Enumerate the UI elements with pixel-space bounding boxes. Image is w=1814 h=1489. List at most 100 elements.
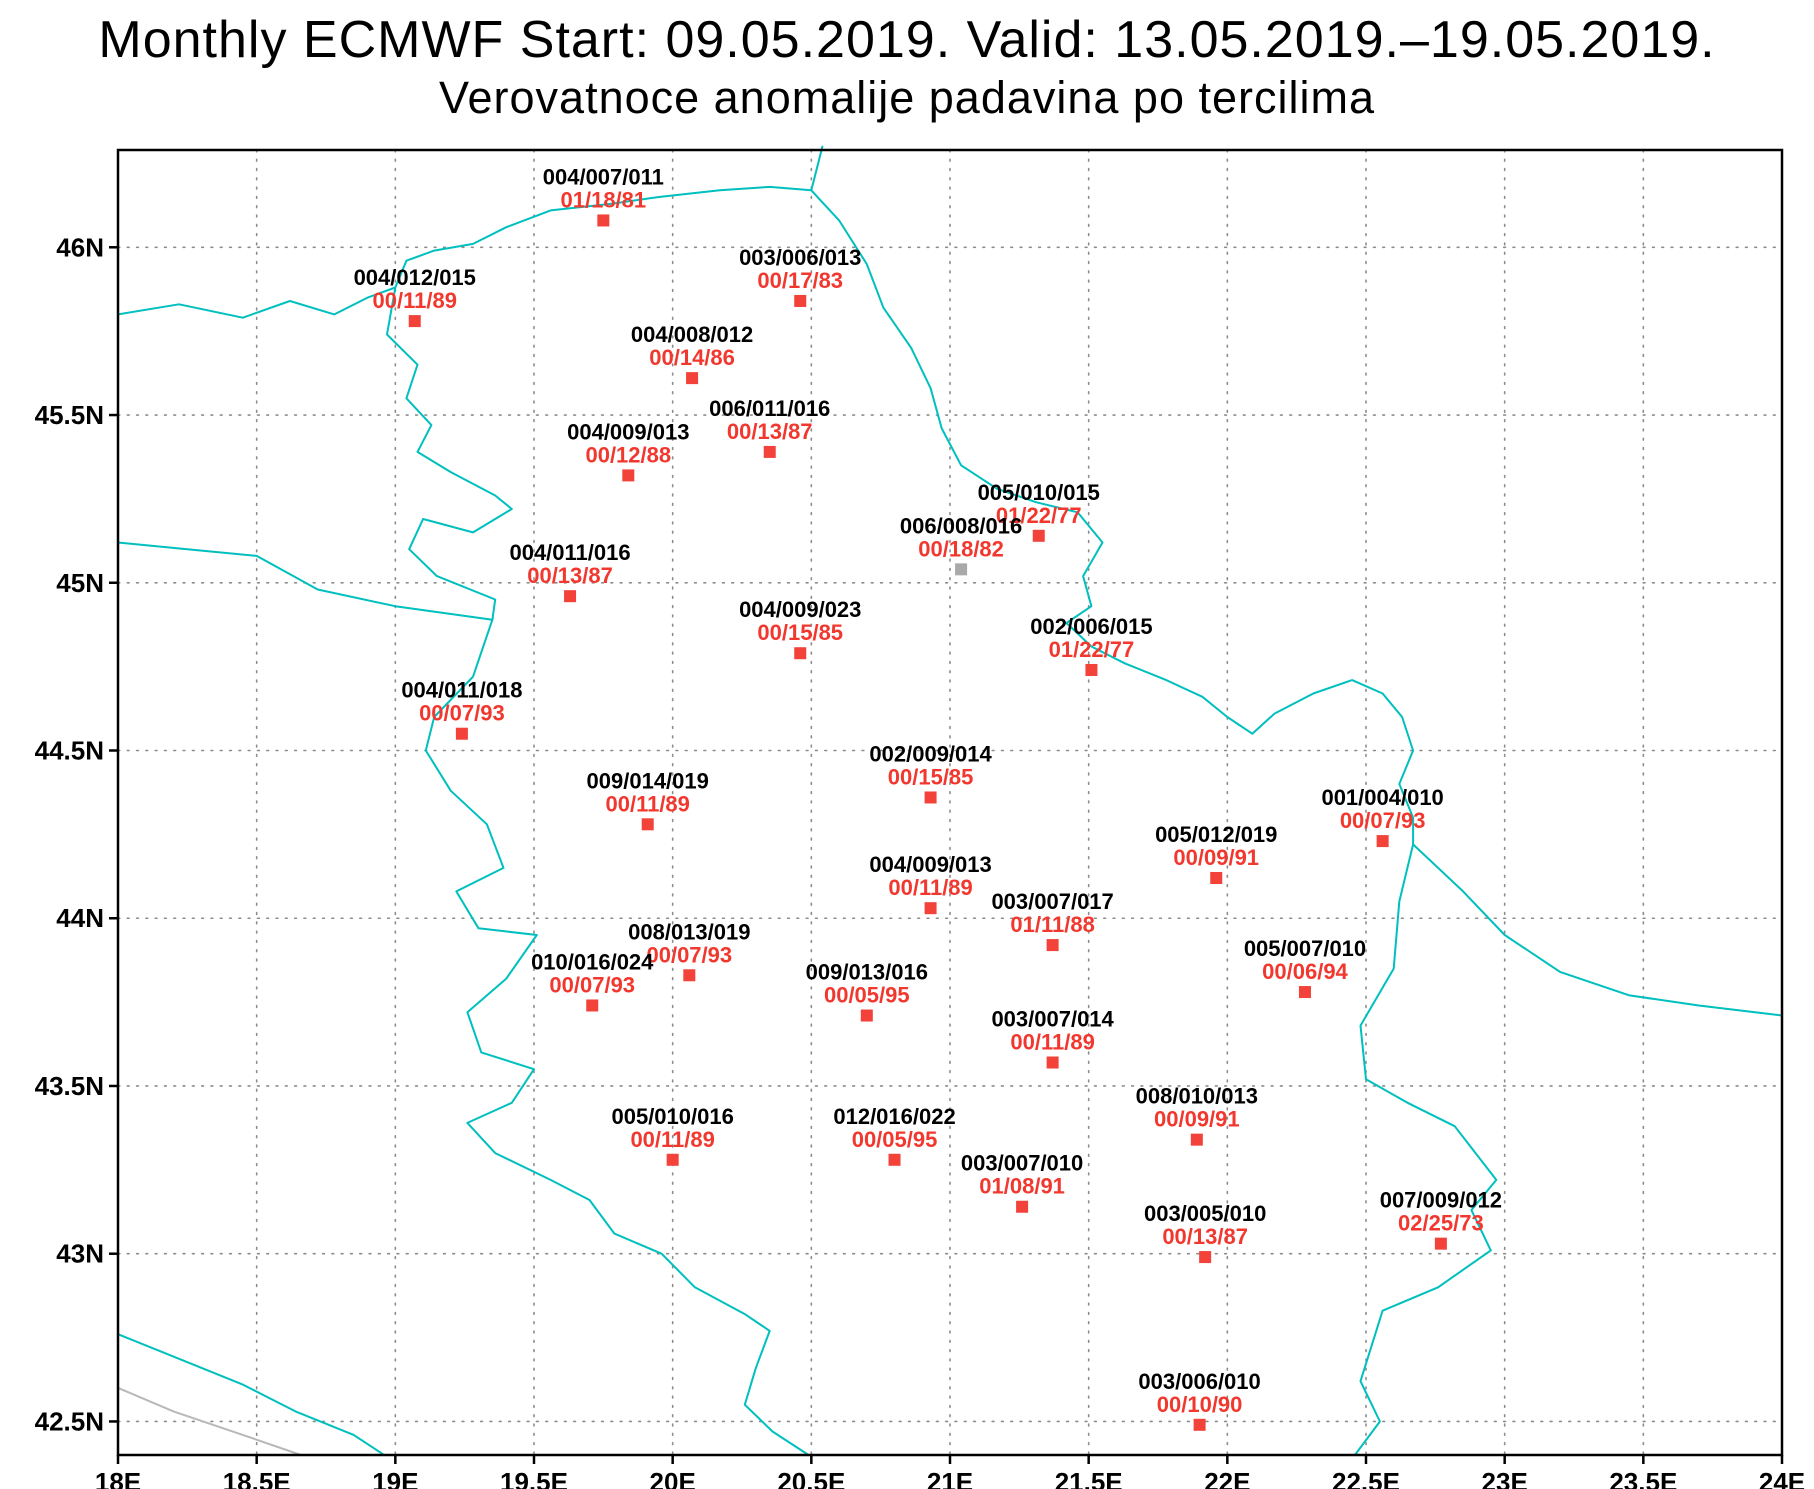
station-prob-label: 00/11/89 [630,1127,714,1152]
x-tick-label: 18E [95,1467,141,1489]
station-marker [641,818,654,831]
x-tick-label: 22E [1204,1467,1250,1489]
station-marker [794,647,807,660]
station-prob-label: 00/11/89 [1010,1029,1094,1054]
station-id-label: 004/012/015 [354,265,476,290]
station-prob-label: 00/17/83 [757,268,843,293]
station-id-label: 003/007/010 [961,1151,1083,1176]
station-prob-label: 01/22/77 [996,503,1082,528]
station-prob-label: 00/13/87 [1162,1224,1248,1249]
station-marker [763,445,776,458]
x-tick-label: 21.5E [1055,1467,1123,1489]
station-id-label: 006/011/016 [709,396,830,421]
station-id-label: 004/008/012 [631,322,753,347]
station-prob-label: 01/11/88 [1010,912,1094,937]
y-tick-label: 45N [56,568,104,598]
x-tick-label: 23.5E [1609,1467,1677,1489]
station-marker [1199,1251,1212,1264]
serbia-romania-border [810,189,1415,846]
station-id-label: 004/009/013 [567,419,689,444]
page-title: Monthly ECMWF Start: 09.05.2019. Valid: … [98,11,1716,69]
station-id-label: 008/013/019 [628,919,750,944]
station-marker [888,1153,901,1166]
y-tick-label: 43N [56,1239,104,1269]
station-prob-label: 01/18/81 [561,187,647,212]
romania-bulgaria-border [1412,843,1783,1017]
x-tick-label: 24E [1759,1467,1805,1489]
station-prob-label: 00/05/95 [852,1127,938,1152]
station-marker [1046,939,1059,952]
station-id-label: 009/013/016 [806,960,928,985]
station-marker [860,1009,873,1022]
station-marker [955,563,968,576]
station-prob-label: 01/08/91 [979,1174,1065,1199]
station-id-label: 005/012/019 [1155,822,1277,847]
y-tick-label: 46N [56,232,104,262]
station-id-label: 003/007/014 [991,1006,1114,1031]
montenegro-border [117,1333,386,1456]
station-prob-label: 00/05/95 [824,983,910,1008]
page-subtitle: Verovatnoce anomalije padavina po tercil… [438,72,1376,123]
station-marker [1193,1418,1206,1431]
station-marker [1085,663,1098,676]
station-marker [666,1153,679,1166]
station-prob-label: 00/07/93 [549,972,635,997]
station-marker [564,590,577,603]
station-id-label: 002/009/014 [869,741,992,766]
station-prob-label: 00/13/87 [527,563,613,588]
station-marker [924,791,937,804]
station-marker [1032,529,1045,542]
y-tick-label: 44.5N [35,736,104,766]
station-id-label: 003/007/017 [991,889,1113,914]
x-tick-label: 20.5E [777,1467,845,1489]
station-id-label: 004/011/018 [401,678,522,703]
serbia-croatia-border [386,286,513,621]
y-tick-label: 42.5N [35,1406,104,1436]
station-marker [455,727,468,740]
station-marker [1376,835,1389,848]
station-marker [1434,1237,1447,1250]
station-prob-label: 00/15/85 [757,620,843,645]
station-prob-label: 00/07/93 [419,701,505,726]
station-id-label: 003/006/013 [739,245,861,270]
station-id-label: 004/007/011 [543,164,664,189]
station-id-label: 012/016/022 [833,1104,955,1129]
y-tick-label: 44N [56,903,104,933]
station-marker [794,294,807,307]
station-prob-label: 00/11/89 [373,288,457,313]
station-prob-label: 00/09/91 [1154,1107,1240,1132]
station-marker [408,315,421,328]
adriatic-coastline [117,1386,302,1456]
station-prob-label: 00/15/85 [888,764,974,789]
station-marker [1298,986,1311,999]
bosnia-croatia-border [117,541,494,621]
x-tick-label: 21E [927,1467,973,1489]
x-tick-label: 18.5E [223,1467,291,1489]
station-id-label: 009/014/019 [587,768,709,793]
station-prob-label: 00/10/90 [1157,1392,1243,1417]
station-marker [683,969,696,982]
station-id-label: 001/004/010 [1321,785,1443,810]
station-marker [586,999,599,1012]
